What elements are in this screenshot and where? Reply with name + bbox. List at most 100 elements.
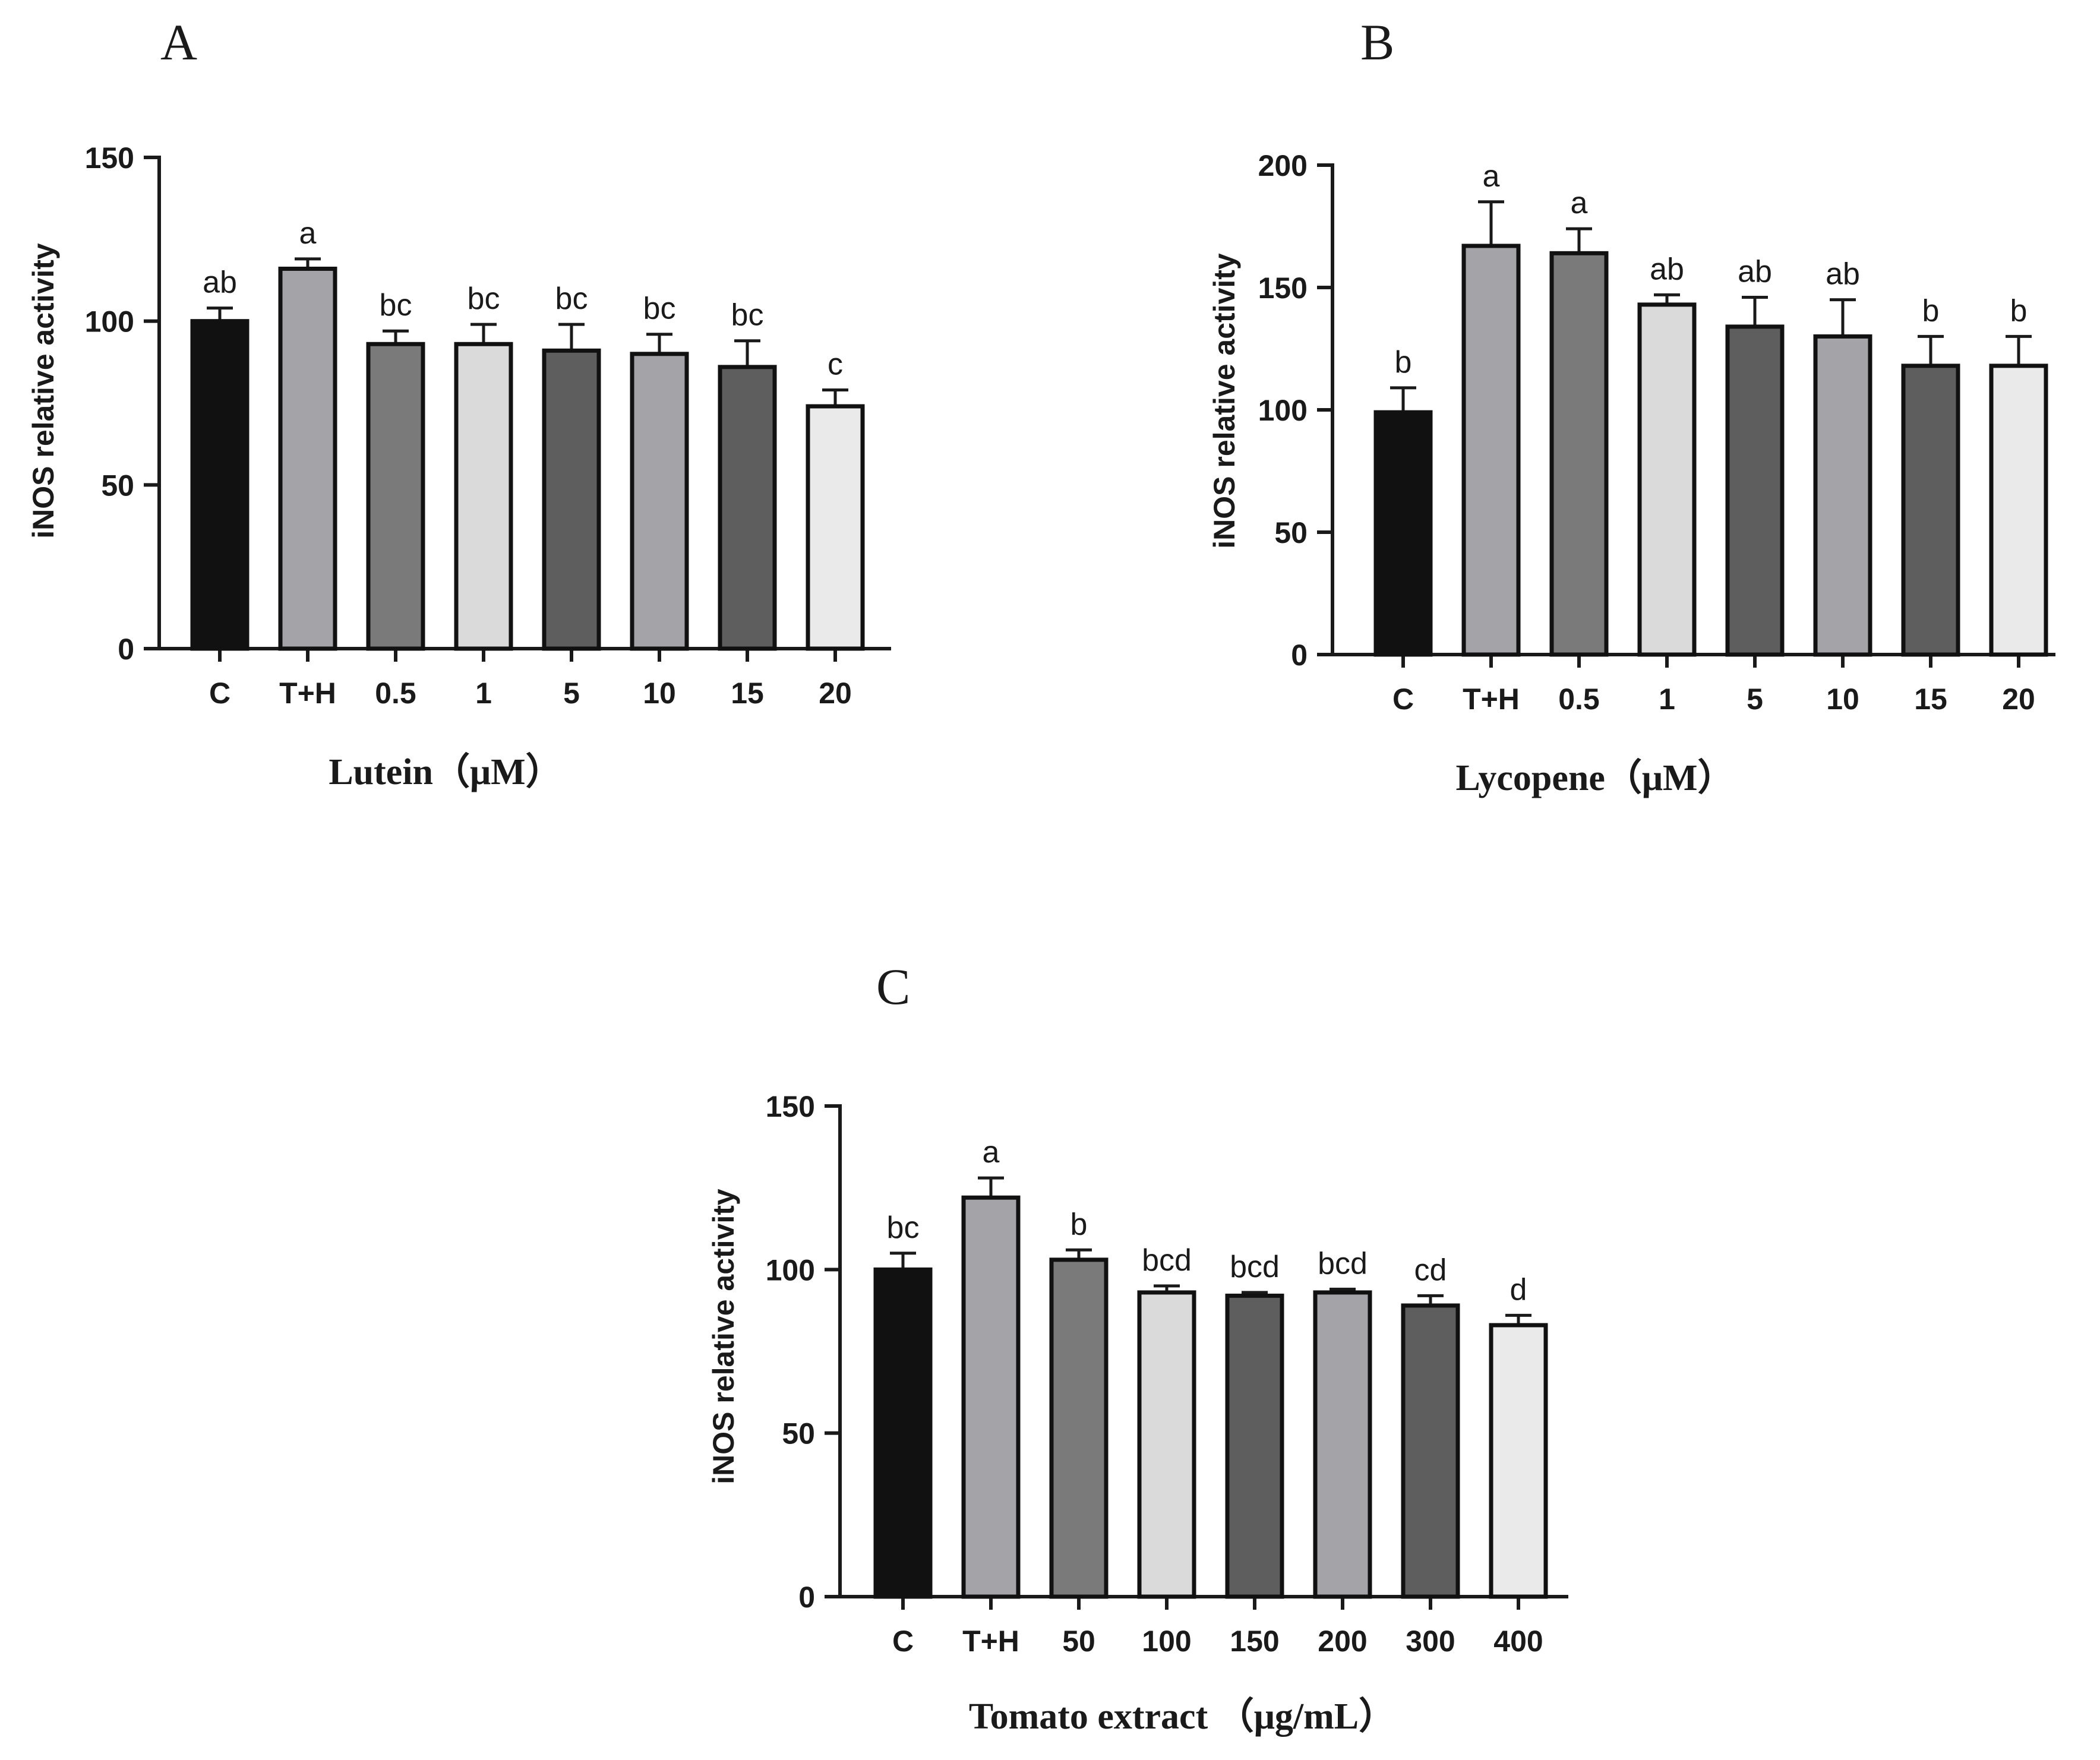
- panel-a-y-tick-label: 50: [101, 469, 134, 502]
- panel-a-significance-label: a: [299, 216, 317, 251]
- panel-c-bars: bc Ca T+H b 50 bcd 100 bcd 150 bcd 200 cd 300 d 400: [873, 1135, 1548, 1658]
- panel-c-category-label: 150: [1230, 1625, 1279, 1658]
- panel-a-category-label: 10: [643, 677, 676, 710]
- panel-a-significance-label: bc: [731, 298, 764, 333]
- panel-b-significance-label: b: [1395, 345, 1412, 380]
- panel-c-significance-label: a: [983, 1135, 1000, 1170]
- panel-c-significance-label: b: [1070, 1207, 1088, 1241]
- panel-c-significance-label: cd: [1414, 1253, 1447, 1287]
- panel-c-y-tick-label: 50: [782, 1417, 815, 1451]
- panel-b-bars: b Ca T+H a 0.5 ab 1 ab 5 ab 10 b 15 b 20: [1373, 159, 2048, 716]
- panel-c-y-tick-label: 0: [798, 1581, 815, 1614]
- panel-a-significance-label: bc: [555, 282, 588, 316]
- panel-b-category-label: 10: [1826, 682, 1859, 716]
- panel-b-y-tick-label: 100: [1258, 394, 1308, 427]
- panel-a-bar: [806, 404, 865, 651]
- panel-b-category-label: T+H: [1463, 682, 1520, 716]
- panel-b-category-label: C: [1392, 682, 1414, 716]
- panel-c-x-axis-title: Tomato extract （μg/mL）: [969, 1695, 1395, 1737]
- panel-c-bar: [1489, 1323, 1548, 1599]
- panel-a-category-label: 1: [475, 677, 492, 710]
- panel-b-significance-label: a: [1571, 186, 1588, 220]
- panel-c-bar: [1049, 1257, 1109, 1599]
- panel-c-category-label: 50: [1062, 1625, 1095, 1658]
- panel-b-category-label: 1: [1659, 682, 1675, 716]
- panel-a-category-label: 0.5: [375, 677, 416, 710]
- panel-a-significance-label: c: [828, 347, 843, 381]
- panel-c-category-label: 100: [1142, 1625, 1191, 1658]
- panel-c-bar: [961, 1195, 1021, 1599]
- panel-c-category-label: 300: [1406, 1625, 1455, 1658]
- panel-c: C iNOS relative activity Tomato extract …: [707, 958, 1568, 1737]
- panel-b-significance-label: a: [1483, 159, 1500, 194]
- panel-b-y-tick-label: 50: [1274, 516, 1308, 549]
- panel-c-category-label: 400: [1493, 1625, 1543, 1658]
- panel-c-y-ticks: 0 50 100 150: [766, 1090, 840, 1614]
- panel-a-y-tick-label: 150: [85, 141, 134, 175]
- panel-b-bar: [1901, 364, 1960, 657]
- panel-b-y-axis-label: iNOS relative activity: [1208, 253, 1241, 549]
- panel-b-category-label: 5: [1747, 682, 1763, 716]
- panel-a-letter: A: [160, 14, 197, 71]
- panel-a-bar: [190, 319, 250, 651]
- panel-a-category-label: 15: [731, 677, 764, 710]
- panel-b-bar: [1813, 334, 1872, 657]
- panel-b-bar: [1549, 251, 1609, 657]
- panel-c-y-tick-label: 100: [766, 1253, 815, 1287]
- panel-c-significance-label: bc: [887, 1211, 920, 1245]
- panel-a-category-label: 20: [819, 677, 852, 710]
- panel-a-category-label: 5: [563, 677, 580, 710]
- panel-b: B iNOS relative activity Lycopene（μM） 0 5…: [1208, 14, 2055, 798]
- panel-b-significance-label: ab: [1738, 254, 1772, 289]
- panel-c-significance-label: bcd: [1318, 1246, 1368, 1281]
- panel-c-significance-label: d: [1510, 1272, 1527, 1307]
- panel-c-bar: [1401, 1303, 1460, 1599]
- panel-a-category-label: T+H: [279, 677, 336, 710]
- panel-b-bar: [1989, 364, 2048, 657]
- panel-c-y-axis-label: iNOS relative activity: [707, 1189, 740, 1484]
- panel-a: A iNOS relative activity Lutein（μM） 0 50 1…: [27, 14, 891, 792]
- panel-c-category-label: T+H: [962, 1625, 1019, 1658]
- panel-a-significance-label: bc: [380, 288, 412, 323]
- panel-a-bar: [278, 266, 337, 651]
- panel-b-bar: [1461, 244, 1521, 657]
- panel-c-significance-label: bcd: [1142, 1243, 1192, 1278]
- panel-b-bar: [1725, 324, 1785, 657]
- panel-a-y-tick-label: 0: [118, 633, 134, 666]
- panel-b-significance-label: ab: [1650, 252, 1684, 286]
- panel-c-category-label: 200: [1318, 1625, 1367, 1658]
- panel-b-bar: [1373, 410, 1433, 657]
- panel-a-significance-label: ab: [203, 266, 237, 300]
- panel-b-y-tick-label: 200: [1258, 149, 1308, 182]
- panel-a-y-ticks: 0 50 100 150: [85, 141, 159, 666]
- panel-a-bar: [630, 352, 689, 651]
- panel-b-y-tick-label: 0: [1291, 639, 1308, 672]
- panel-a-bar: [718, 365, 777, 651]
- panel-b-significance-label: b: [1922, 293, 1940, 328]
- panel-b-x-axis-title: Lycopene（μM）: [1455, 757, 1734, 798]
- panel-b-y-tick-label: 150: [1258, 271, 1308, 305]
- panel-c-bar: [873, 1267, 933, 1599]
- panel-a-y-tick-label: 100: [85, 305, 134, 339]
- panel-a-bar: [366, 342, 425, 651]
- panel-c-letter: C: [876, 958, 910, 1015]
- panel-a-x-axis-title: Lutein（μM）: [329, 751, 562, 792]
- panel-c-bar: [1313, 1290, 1372, 1599]
- panel-b-y-ticks: 0 50 100 150 200: [1258, 149, 1332, 672]
- panel-b-category-label: 15: [1914, 682, 1947, 716]
- panel-a-significance-label: bc: [468, 282, 500, 316]
- panel-c-category-label: C: [892, 1625, 914, 1658]
- panel-b-letter: B: [1360, 14, 1394, 71]
- panel-a-y-axis-label: iNOS relative activity: [27, 243, 60, 539]
- panel-b-bar: [1637, 302, 1697, 657]
- panel-a-bars: ab Ca T+H bc 0.5 bc 1 bc 5 bc 10 bc 15 c 20: [190, 216, 865, 710]
- panel-b-category-label: 0.5: [1558, 682, 1600, 716]
- panel-a-bar: [454, 342, 513, 651]
- panel-b-significance-label: ab: [1826, 257, 1860, 292]
- panel-b-category-label: 20: [2002, 682, 2035, 716]
- panel-a-significance-label: bc: [643, 292, 676, 326]
- panel-c-y-tick-label: 150: [766, 1090, 815, 1123]
- panel-c-bar: [1225, 1293, 1284, 1599]
- panel-c-significance-label: bcd: [1230, 1250, 1280, 1284]
